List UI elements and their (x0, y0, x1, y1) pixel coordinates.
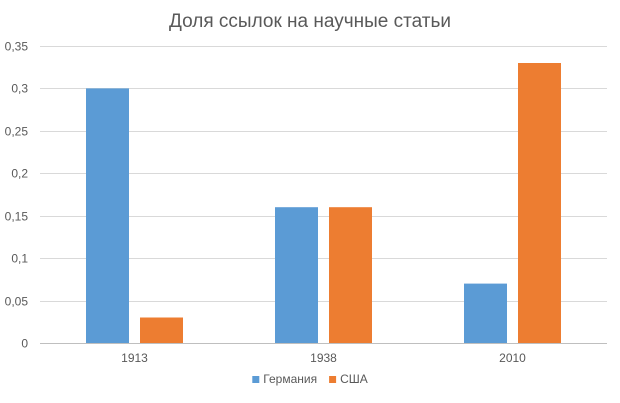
bar-germany-2010 (464, 283, 507, 343)
bar-germany-1913 (86, 88, 129, 344)
y-tick-label: 0 (21, 337, 28, 351)
bar-usa-2010 (518, 63, 561, 343)
x-tick-label: 2010 (499, 351, 526, 365)
legend-swatch-usa (329, 376, 337, 383)
y-tick-label: 0,15 (5, 210, 29, 224)
x-axis: 1913 1938 2010 (121, 351, 526, 365)
bar-germany-1938 (275, 207, 318, 343)
bars (86, 63, 561, 344)
x-tick-label: 1913 (121, 351, 148, 365)
y-tick-label: 0,1 (11, 252, 28, 266)
y-tick-label: 0,05 (5, 295, 29, 309)
y-axis: 0 0,05 0,1 0,15 0,2 0,25 0,3 0,35 (5, 40, 29, 351)
legend: Германия США (252, 372, 368, 386)
chart-title: Доля ссылок на научные статьи (169, 11, 451, 32)
y-tick-label: 0,3 (11, 82, 28, 96)
bar-usa-1938 (329, 207, 372, 343)
bar-usa-1913 (140, 317, 183, 343)
x-tick-label: 1938 (310, 351, 337, 365)
legend-swatch-germany (252, 376, 260, 383)
legend-label-usa: США (340, 372, 368, 386)
y-tick-label: 0,2 (11, 167, 28, 181)
y-tick-label: 0,25 (5, 125, 29, 139)
gridlines (40, 46, 607, 344)
y-tick-label: 0,35 (5, 40, 29, 54)
legend-label-germany: Германия (263, 372, 317, 386)
